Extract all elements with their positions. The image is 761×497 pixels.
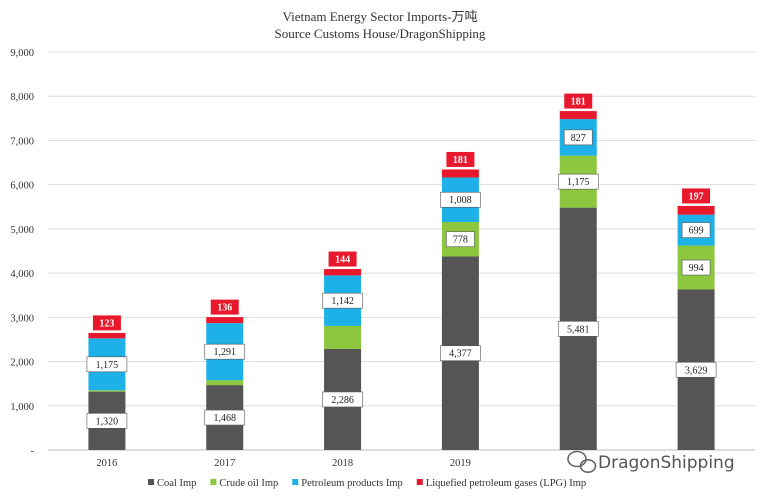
x-tick-label: 2017 — [214, 458, 235, 469]
y-tick-label: 6,000 — [10, 181, 34, 192]
data-label-box — [681, 222, 711, 238]
legend: Coal Imp Crude oil Imp Petroleum products … — [148, 478, 586, 489]
bar-segment — [206, 317, 244, 324]
data-label: 136 — [217, 303, 232, 314]
data-label-box — [92, 315, 121, 331]
y-tick-label: - — [31, 446, 35, 457]
data-label: 1,008 — [449, 195, 472, 206]
data-label: 994 — [689, 263, 704, 274]
data-label-box — [564, 93, 593, 109]
x-tick-label: 2016 — [96, 458, 117, 469]
bar-segment — [88, 390, 126, 392]
data-label-box — [86, 356, 128, 373]
data-label: 123 — [99, 318, 114, 329]
data-label-box — [681, 259, 711, 276]
data-label-box — [446, 231, 475, 248]
data-label-box — [682, 188, 711, 204]
x-tick-label: 2019 — [450, 458, 471, 469]
data-label: 1,320 — [96, 416, 119, 427]
wechat-icon — [567, 450, 597, 473]
chart-subtitle: Source Customs House/DragonShipping — [275, 26, 486, 41]
data-label: 4,377 — [449, 349, 472, 360]
data-label-box — [440, 345, 481, 362]
legend-swatch — [292, 479, 299, 485]
data-label-box — [563, 129, 593, 146]
data-label-box — [328, 251, 357, 267]
legend-swatch — [210, 479, 217, 485]
y-tick-label: 8,000 — [10, 92, 34, 103]
data-label: 5,481 — [567, 324, 590, 335]
y-tick-label: 7,000 — [10, 136, 34, 147]
data-label: 181 — [571, 97, 586, 108]
data-label-box — [440, 191, 481, 208]
bar-segment — [206, 380, 244, 386]
legend-label: Petroleum products Imp — [301, 478, 402, 489]
gridlines — [48, 51, 755, 451]
data-label-box — [675, 361, 717, 378]
y-tick-label: 4,000 — [10, 269, 34, 280]
data-label-box — [204, 409, 246, 426]
data-label-box — [86, 413, 128, 429]
data-label-box — [557, 173, 599, 190]
data-label: 197 — [689, 191, 704, 202]
data-label: 1,142 — [331, 296, 354, 307]
y-axis-ticks: - 1,000 2,000 3,000 4,000 5,000 6,000 7,000 8,00… — [10, 48, 34, 457]
data-label: 2,286 — [331, 395, 354, 406]
bar-segment — [324, 325, 362, 349]
data-label: 3,629 — [685, 365, 708, 376]
bars: 1,320 1,175 123 1,468 1,291 136 2,286 1,142 144 4… — [86, 93, 717, 450]
bar-segment — [677, 205, 715, 215]
data-label: 144 — [335, 255, 350, 266]
legend-swatch — [416, 479, 423, 485]
data-label: 1,175 — [567, 177, 590, 188]
legend-label: Liquefied petroleum gases (LPG) Imp — [426, 478, 586, 489]
y-tick-label: 9,000 — [10, 48, 34, 59]
x-tick-label: 2018 — [332, 458, 353, 469]
bar-segment — [88, 332, 126, 339]
legend-label: Coal Imp — [157, 478, 196, 489]
y-tick-label: 2,000 — [10, 358, 34, 369]
chart-title: Vietnam Energy Sector Imports-万吨 — [282, 9, 477, 24]
bar-segment — [559, 111, 597, 120]
bar-segment — [324, 269, 362, 276]
data-label: 1,175 — [96, 360, 119, 371]
data-label-box — [204, 343, 246, 360]
data-label-box — [322, 391, 363, 408]
y-tick-label: 5,000 — [10, 225, 34, 236]
data-label-box — [322, 292, 363, 309]
y-tick-label: 3,000 — [10, 313, 34, 324]
x-axis-labels: 2016 2017 2018 2019 — [96, 458, 471, 469]
data-label-box — [210, 299, 239, 315]
watermark: DragonShipping — [567, 450, 735, 473]
watermark-text: DragonShipping — [598, 453, 735, 473]
data-label: 1,468 — [214, 413, 237, 424]
data-label: 181 — [453, 155, 468, 166]
bar-segment — [441, 169, 479, 178]
legend-label: Crude oil Imp — [219, 478, 278, 489]
data-label: 778 — [453, 235, 468, 246]
data-label: 1,291 — [214, 347, 237, 358]
data-label: 699 — [689, 226, 704, 237]
legend-swatch — [148, 479, 154, 485]
data-label: 827 — [571, 133, 586, 144]
data-label-box — [446, 151, 475, 167]
y-tick-label: 1,000 — [10, 402, 34, 413]
data-label-box — [557, 321, 599, 337]
